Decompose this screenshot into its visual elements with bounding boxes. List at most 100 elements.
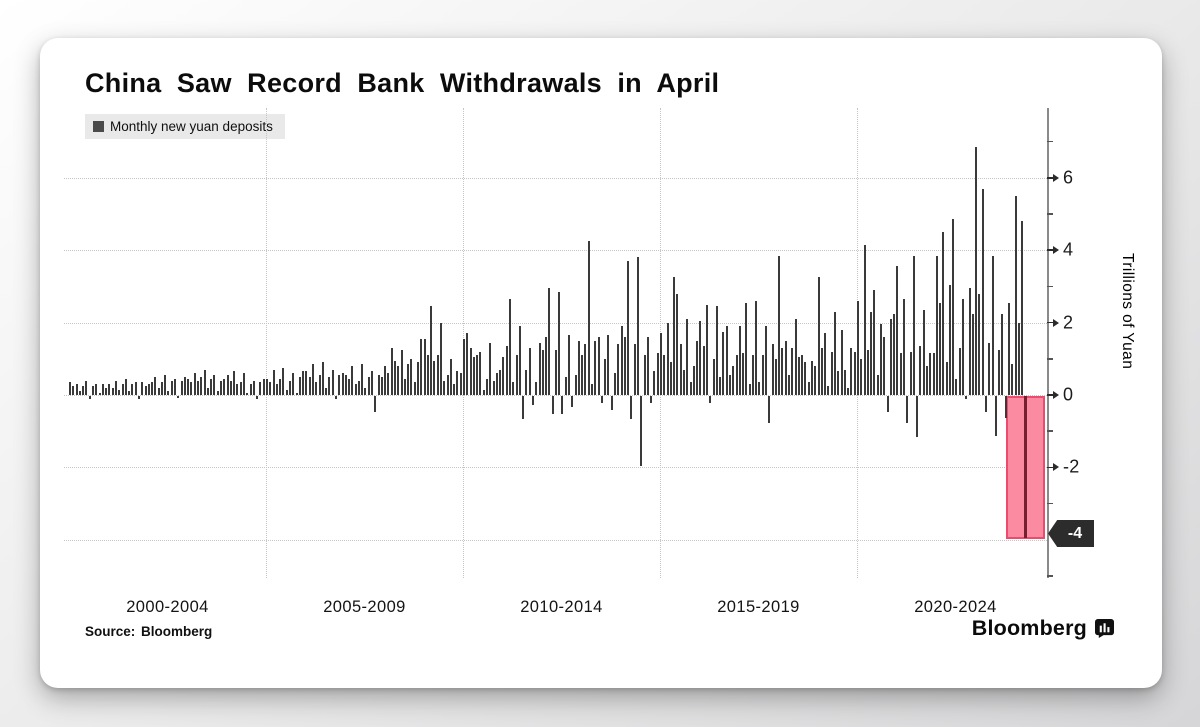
bar: [991, 255, 994, 395]
bar: [932, 353, 935, 395]
y-tick-arrow-icon: [1053, 463, 1059, 472]
y-tick: [1047, 321, 1054, 324]
y-minor-tick: [1047, 358, 1053, 360]
bar: [600, 395, 603, 404]
bar: [817, 277, 820, 395]
bar: [748, 384, 751, 395]
bar: [387, 373, 390, 395]
bar: [728, 375, 731, 395]
bar: [430, 306, 433, 395]
bar: [771, 344, 774, 395]
brand-wordmark: Bloomberg: [971, 616, 1087, 640]
bar: [965, 395, 968, 400]
bar: [420, 338, 423, 395]
x-axis-label: 2000-2004: [126, 598, 209, 616]
bar: [200, 376, 203, 395]
bar: [620, 326, 623, 395]
bar: [689, 382, 692, 395]
bar: [512, 382, 515, 395]
bar: [541, 349, 544, 395]
bar: [958, 347, 961, 395]
bar: [765, 326, 768, 395]
plot-area: 6 4 2 0 -2 2000-2004 2005-2009 2010-2014 2015-20…: [40, 38, 1162, 688]
bar: [325, 387, 328, 395]
bar: [774, 358, 777, 395]
bar: [515, 355, 518, 395]
y-axis-line: [1047, 108, 1049, 578]
y-minor-tick: [1047, 140, 1053, 143]
bar: [243, 373, 245, 395]
bar: [640, 395, 643, 467]
bar: [656, 353, 659, 395]
bar: [988, 342, 991, 395]
chart-title: China Saw Record Bank Withdrawals in Apr…: [85, 68, 720, 98]
bar: [883, 337, 886, 395]
y-tick: [1047, 466, 1054, 469]
legend-label: Monthly new yuan deposits: [110, 119, 273, 134]
bar: [157, 387, 160, 395]
bar: [902, 299, 905, 395]
bar: [298, 376, 301, 395]
bar: [394, 360, 397, 395]
bar: [118, 389, 121, 395]
bar: [939, 302, 942, 395]
bar: [101, 384, 104, 395]
bar: [935, 255, 938, 395]
bar: [742, 353, 745, 395]
bar: [275, 384, 278, 395]
bar: [82, 385, 85, 395]
bar: [663, 355, 666, 395]
bar: [85, 380, 88, 395]
bar: [131, 384, 134, 395]
bar: [751, 355, 754, 395]
bar: [272, 369, 275, 395]
bar: [637, 257, 639, 395]
bar: [180, 380, 183, 395]
bar: [423, 338, 426, 395]
bar: [170, 380, 173, 395]
bar: [292, 373, 295, 395]
bar: [646, 337, 649, 395]
bar: [331, 369, 334, 395]
bar: [69, 382, 71, 395]
bar: [124, 378, 127, 395]
bar: [223, 378, 226, 395]
bar: [78, 391, 81, 395]
value-callout: -4: [1048, 520, 1094, 547]
bar: [147, 384, 150, 395]
bar: [190, 382, 193, 395]
bar: [909, 351, 912, 395]
bar: [440, 322, 442, 395]
bar: [311, 364, 314, 395]
bar: [781, 347, 784, 395]
bar: [758, 382, 761, 395]
bar: [341, 373, 344, 395]
bar: [968, 288, 971, 395]
bar: [623, 337, 626, 395]
bar: [607, 335, 610, 395]
bar: [193, 373, 196, 395]
bar: [137, 395, 140, 400]
bar: [453, 384, 456, 395]
bar: [413, 382, 416, 395]
bar: [886, 395, 889, 413]
y-tick-label: -2: [1063, 456, 1080, 477]
bar: [479, 351, 482, 395]
bar: [551, 395, 554, 414]
bar: [216, 391, 219, 395]
bar: [400, 349, 403, 395]
bar: [522, 395, 525, 420]
bar: [699, 320, 702, 395]
bar: [384, 366, 387, 395]
bar: [98, 393, 101, 395]
bar: [499, 369, 502, 395]
bar: [449, 358, 452, 395]
y-minor-tick: [1047, 502, 1053, 505]
bar: [134, 382, 137, 395]
bar: [558, 291, 561, 395]
bar: [197, 380, 200, 395]
y-minor-tick: [1047, 430, 1053, 432]
chart-card: 6 4 2 0 -2 2000-2004 2005-2009 2010-2014 2015-20…: [40, 38, 1162, 688]
bar: [840, 329, 843, 395]
bar: [978, 293, 981, 395]
